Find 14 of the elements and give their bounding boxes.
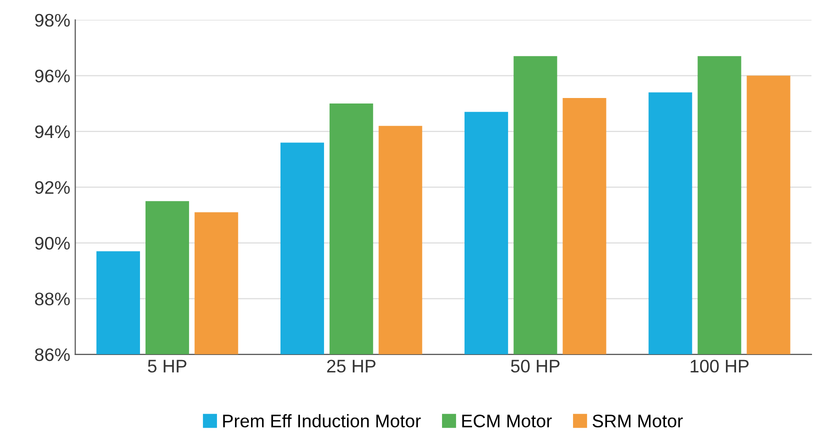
y-tick-label: 98% — [35, 14, 70, 27]
y-tick-label: 86% — [35, 348, 70, 362]
x-tick-label: 5 HP — [148, 360, 186, 373]
legend-label: SRM Motor — [592, 414, 683, 428]
y-tick-label: 88% — [35, 292, 70, 306]
y-tick-label: 92% — [35, 181, 70, 194]
x-tick-label: 100 HP — [690, 360, 749, 373]
y-tick-label: 90% — [35, 236, 70, 250]
x-tick-label: 25 HP — [327, 360, 376, 373]
y-tick-label: 96% — [35, 70, 70, 82]
legend-label: ECM Motor — [462, 414, 552, 428]
y-tick-label: 94% — [35, 125, 70, 138]
legend-label: Prem Eff Induction Motor — [223, 414, 421, 428]
x-tick-label: 50 HP — [511, 360, 560, 373]
